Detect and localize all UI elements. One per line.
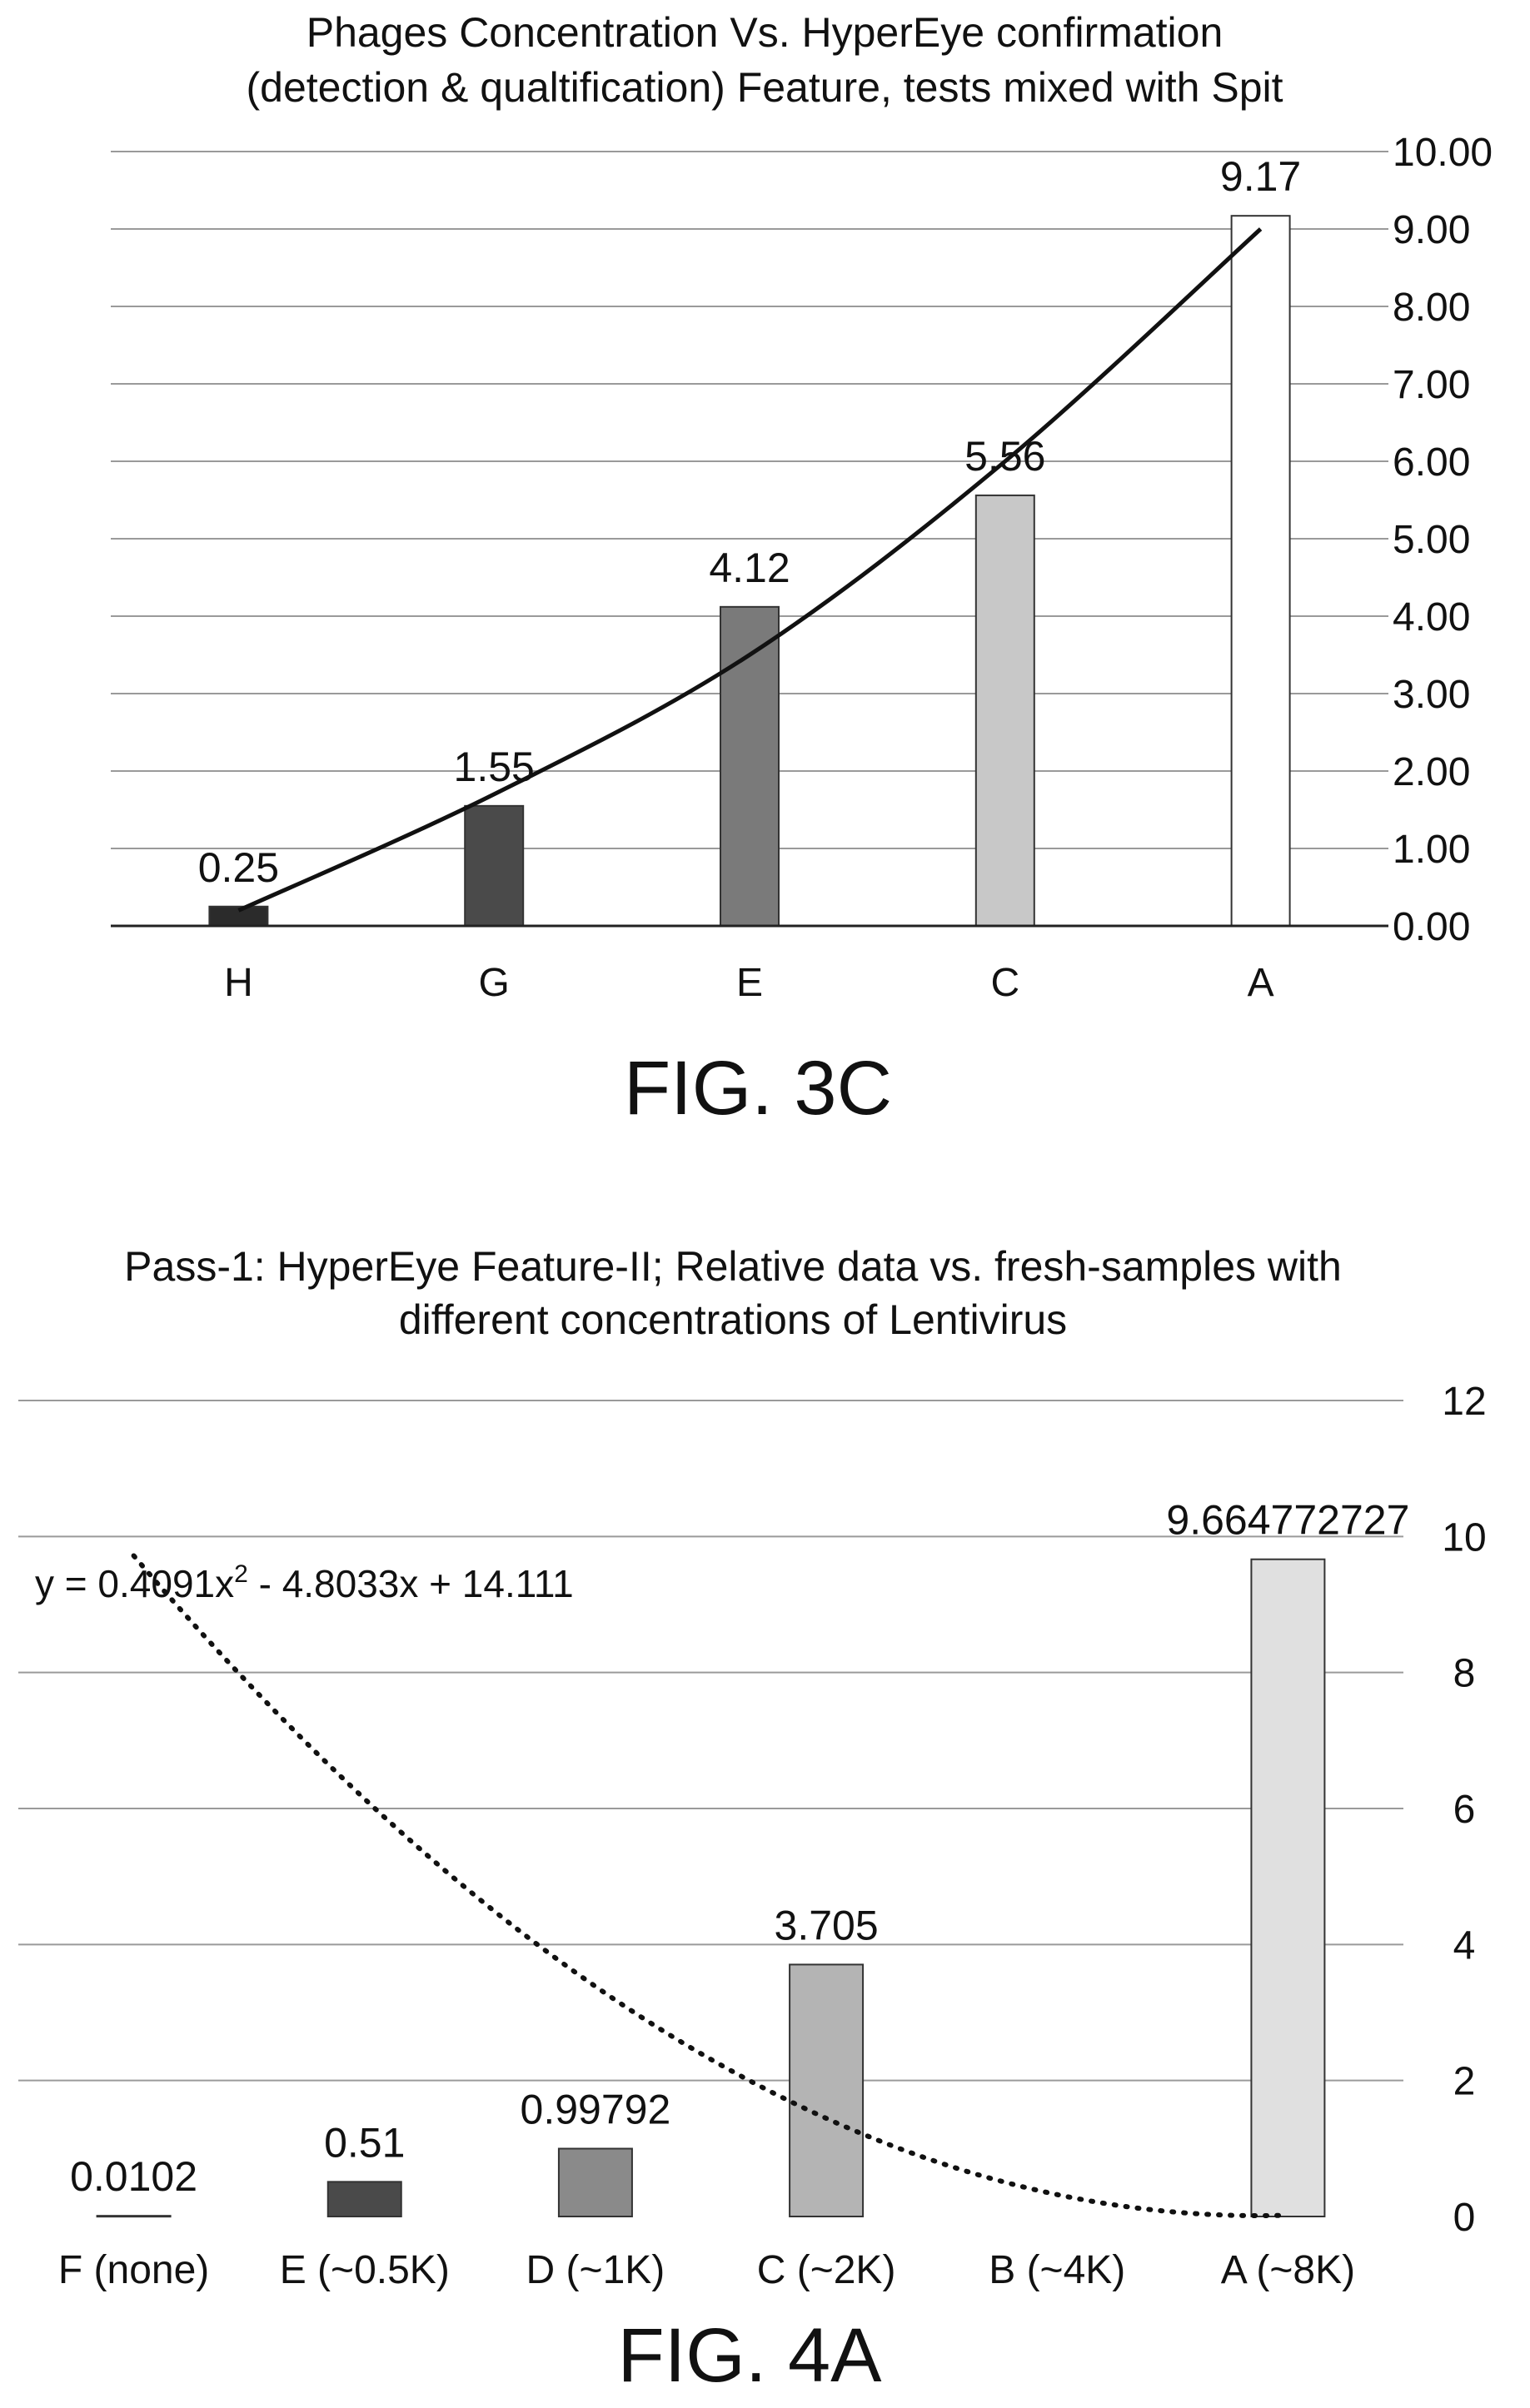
- data-label: 0.0102: [70, 2153, 197, 2200]
- equation-rest: - 4.8033x + 14.111: [248, 1562, 574, 1605]
- y-axis-ticks: 0.00 1.00 2.00 3.00 4.00 5.00 6.00 7.00 8.00 9.00…: [1393, 131, 1493, 949]
- data-label: 9.17: [1220, 153, 1301, 200]
- bar: [1230, 215, 1291, 927]
- y-tick-label: 10.00: [1393, 131, 1493, 175]
- x-tick-label: C (~2K): [757, 2248, 896, 2292]
- y-tick-label: 6: [1453, 1788, 1476, 1832]
- x-tick-label: C: [990, 961, 1019, 1005]
- chart-fig-4a: Pass-1: HyperEye Feature-II; Relative da…: [18, 1243, 1487, 2398]
- data-label: 1.55: [454, 744, 535, 790]
- trendline-path: [131, 1553, 1291, 2219]
- figure-label: FIG. 3C: [624, 1046, 892, 1131]
- bar: [464, 804, 525, 927]
- y-tick-label: 8: [1453, 1652, 1476, 1696]
- chart-title-line-1: Pass-1: HyperEye Feature-II; Relative da…: [124, 1243, 1342, 1290]
- x-tick-label: E: [736, 961, 763, 1005]
- x-tick-label: A: [1248, 961, 1274, 1005]
- x-tick-label: D (~1K): [526, 2248, 665, 2292]
- bar: [789, 1963, 865, 2218]
- x-tick-label: G: [479, 961, 510, 1005]
- bar: [974, 494, 1035, 927]
- y-tick-label: 2: [1453, 2060, 1476, 2104]
- y-tick-label: 1.00: [1393, 828, 1470, 872]
- chart-title-line-2: (detection & qualtification) Feature, te…: [246, 64, 1283, 111]
- y-tick-label: 8.00: [1393, 286, 1470, 330]
- x-tick-label: B (~4K): [989, 2248, 1125, 2292]
- y-tick-label: 0: [1453, 2196, 1476, 2240]
- chart-title-line-1: Phages Concentration Vs. HyperEye confir…: [306, 9, 1224, 56]
- bar: [1250, 1558, 1326, 2217]
- y-tick-label: 0.00: [1393, 905, 1470, 949]
- x-tick-label: A (~8K): [1221, 2248, 1355, 2292]
- chart-title-line-2: different concentrations of Lentivirus: [399, 1296, 1067, 1343]
- gridlines: [111, 151, 1388, 849]
- y-tick-label: 4.00: [1393, 595, 1470, 639]
- trendline: [131, 1553, 1291, 2219]
- equation-exponent: 2: [234, 1560, 248, 1588]
- data-labels: 0.25 1.55 4.12 5.56 9.17: [198, 153, 1302, 891]
- trendline-path: [237, 227, 1263, 913]
- y-tick-label: 10: [1442, 1515, 1486, 1560]
- bar: [557, 2147, 633, 2217]
- trendline: [237, 227, 1263, 913]
- data-label: 3.705: [775, 1902, 879, 1948]
- x-axis-ticks: F (none) E (~0.5K) D (~1K) C (~2K) B (~4K) A …: [58, 2248, 1355, 2292]
- y-tick-label: 3.00: [1393, 673, 1470, 717]
- equation-base: y = 0.4091x: [35, 1562, 234, 1605]
- chart-fig-3c: Phages Concentration Vs. HyperEye confir…: [111, 9, 1493, 1131]
- trendline-equation: y = 0.4091x2 - 4.8033x + 14.111: [35, 1560, 574, 1605]
- y-tick-label: 5.00: [1393, 518, 1470, 562]
- y-tick-label: 7.00: [1393, 363, 1470, 407]
- x-tick-label: E (~0.5K): [280, 2248, 450, 2292]
- figure-label: FIG. 4A: [618, 2313, 883, 2398]
- y-tick-label: 6.00: [1393, 440, 1470, 485]
- x-tick-label: F (none): [58, 2248, 209, 2292]
- bar: [326, 2181, 402, 2218]
- bars: [96, 1558, 1326, 2218]
- y-tick-label: 2.00: [1393, 750, 1470, 794]
- data-label: 5.56: [964, 433, 1045, 480]
- bars: [208, 215, 1291, 928]
- y-tick-label: 9.00: [1393, 208, 1470, 252]
- y-tick-label: 12: [1442, 1380, 1486, 1424]
- data-label: 0.25: [198, 844, 279, 891]
- data-label: 0.99792: [521, 2087, 671, 2133]
- data-label: 0.51: [324, 2119, 405, 2166]
- y-axis-ticks: 0 2 4 6 8 10 12: [1442, 1380, 1486, 2240]
- gridlines: [18, 1400, 1403, 2082]
- x-tick-label: H: [224, 961, 253, 1005]
- data-labels: 0.0102 0.51 0.99792 3.705 9.664772727: [70, 1497, 1409, 2200]
- data-label: 4.12: [709, 545, 790, 591]
- data-label: 9.664772727: [1166, 1497, 1409, 1544]
- y-tick-label: 4: [1453, 1923, 1476, 1968]
